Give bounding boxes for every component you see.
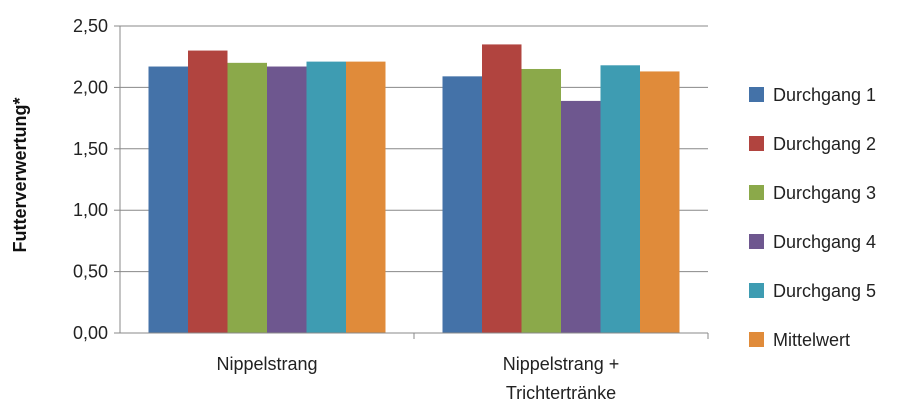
bar-1-5 — [306, 61, 346, 333]
axes — [119, 26, 709, 339]
bar-1-4 — [267, 66, 307, 334]
y-tick-labels: 0,00 0,50 1,00 1,50 2,00 2,50 — [73, 16, 108, 343]
y-tick-label: 0,50 — [73, 262, 108, 282]
bar-2-4 — [561, 100, 601, 334]
x-category-labels: Nippelstrang Nippelstrang + Trichtertränke — [216, 354, 619, 403]
bar-2-6 — [640, 71, 680, 333]
bar-1-3 — [227, 62, 267, 334]
bar-1-2 — [188, 50, 228, 334]
y-tick-label: 1,00 — [73, 200, 108, 220]
legend-label: Durchgang 4 — [773, 232, 876, 252]
bar-2-3 — [521, 68, 561, 333]
legend-swatch — [749, 136, 764, 151]
bar-2-1 — [442, 76, 482, 334]
bar-1-6 — [346, 61, 386, 333]
x-category-label: Trichtertränke — [506, 383, 616, 403]
y-axis-label: Futterverwertung* — [10, 97, 30, 252]
legend-label: Durchgang 5 — [773, 281, 876, 301]
legend-label: Durchgang 1 — [773, 85, 876, 105]
y-tick-label: 0,00 — [73, 323, 108, 343]
legend-swatch — [749, 234, 764, 249]
legend-label: Mittelwert — [773, 330, 850, 350]
y-tick-label: 2,50 — [73, 16, 108, 36]
legend-swatch — [749, 332, 764, 347]
legend-swatch — [749, 185, 764, 200]
bar-2-5 — [600, 65, 640, 334]
x-category-label: Nippelstrang — [216, 354, 317, 374]
legend-swatch — [749, 87, 764, 102]
legend-label: Durchgang 3 — [773, 183, 876, 203]
bar-1-1 — [148, 66, 188, 334]
bars — [148, 44, 680, 334]
legend-label: Durchgang 2 — [773, 134, 876, 154]
legend: Durchgang 1 Durchgang 2 Durchgang 3 Durchga… — [749, 85, 876, 350]
bar-2-2 — [482, 44, 522, 334]
x-category-label: Nippelstrang + — [503, 354, 620, 374]
y-tick-label: 2,00 — [73, 77, 108, 97]
legend-swatch — [749, 283, 764, 298]
y-tick-label: 1,50 — [73, 139, 108, 159]
